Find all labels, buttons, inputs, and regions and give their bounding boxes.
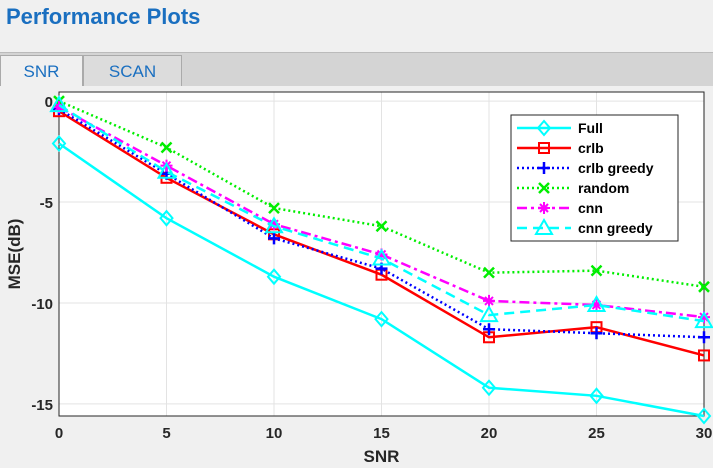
plus-marker [698,331,710,344]
diamond-marker [266,268,282,286]
x-tick-label: 25 [588,425,605,442]
legend-item: random [517,180,629,196]
series-cnn-greedy [49,95,713,329]
x-tick-label: 0 [55,425,63,442]
star-marker [483,294,495,307]
x-marker [590,264,603,277]
x-marker [483,266,495,279]
series-Full [51,134,712,425]
triangle-marker [479,305,499,323]
star-marker [53,101,65,114]
legend-label: Full [578,120,603,136]
plus-marker [483,323,495,336]
x-marker [698,280,710,293]
page-title: Performance Plots [6,4,201,29]
y-tick-label: -10 [31,296,53,313]
x-tick-label: 5 [162,425,170,442]
y-axis-label: MSE(dB) [5,219,24,290]
series-line [58,104,705,323]
tab-snr[interactable]: SNR [0,55,83,89]
x-tick-label: 10 [266,425,283,442]
x-marker [160,141,173,154]
star-marker [590,298,603,311]
plus-marker [268,232,280,245]
plus-marker [590,327,603,340]
legend-item: Full [517,119,603,137]
tab-scan[interactable]: SCAN [83,55,182,87]
triangle-marker [156,161,177,179]
triangle-marker [264,216,284,234]
x-tick-label: 15 [373,425,390,442]
series-cnn [53,101,710,324]
diamond-marker [51,134,67,153]
series-random [53,95,710,293]
star-marker [375,248,388,261]
legend-box [510,114,679,242]
tab-bar: SNR SCAN [0,52,713,89]
diamond-marker [696,407,712,425]
plus-marker [538,162,550,174]
series-line [58,142,705,418]
x-tick-label: 20 [481,425,498,442]
diamond-marker [374,310,389,328]
x-marker [268,202,280,214]
legend-item: cnn [517,200,603,216]
triangle-marker [694,311,713,329]
diamond-marker [159,209,174,227]
axes-box [58,91,705,417]
star-marker [698,311,710,324]
triangle-marker [586,294,607,312]
star-marker [268,218,280,231]
y-tick-label: -15 [31,397,53,414]
star-marker [538,202,550,214]
diamond-marker [481,379,497,397]
square-marker [698,349,710,362]
legend-item: crlb greedy [517,160,654,176]
y-tick-label: 0 [45,94,53,111]
legend-item: crlb [517,140,604,156]
diamond-marker [589,387,604,405]
legend-label: crlb [578,140,604,156]
legend-item: cnn greedy [517,217,653,236]
x-marker [538,182,550,194]
x-tick-label: 30 [696,425,713,442]
y-tick-label: -5 [40,195,53,212]
square-marker [538,142,550,154]
x-axis-label: SNR [364,447,400,466]
triangle-marker [49,95,69,113]
triangle-marker [371,248,392,266]
diamond-marker [536,119,552,137]
legend-label: random [578,180,629,196]
x-marker [375,220,388,233]
legend: Full crlb crlb greedy random cnn cnn greedy [510,114,679,242]
legend-label: crlb greedy [578,160,654,176]
legend-label: cnn [578,200,603,216]
legend-label: cnn greedy [578,220,653,236]
triangle-marker [534,217,554,235]
